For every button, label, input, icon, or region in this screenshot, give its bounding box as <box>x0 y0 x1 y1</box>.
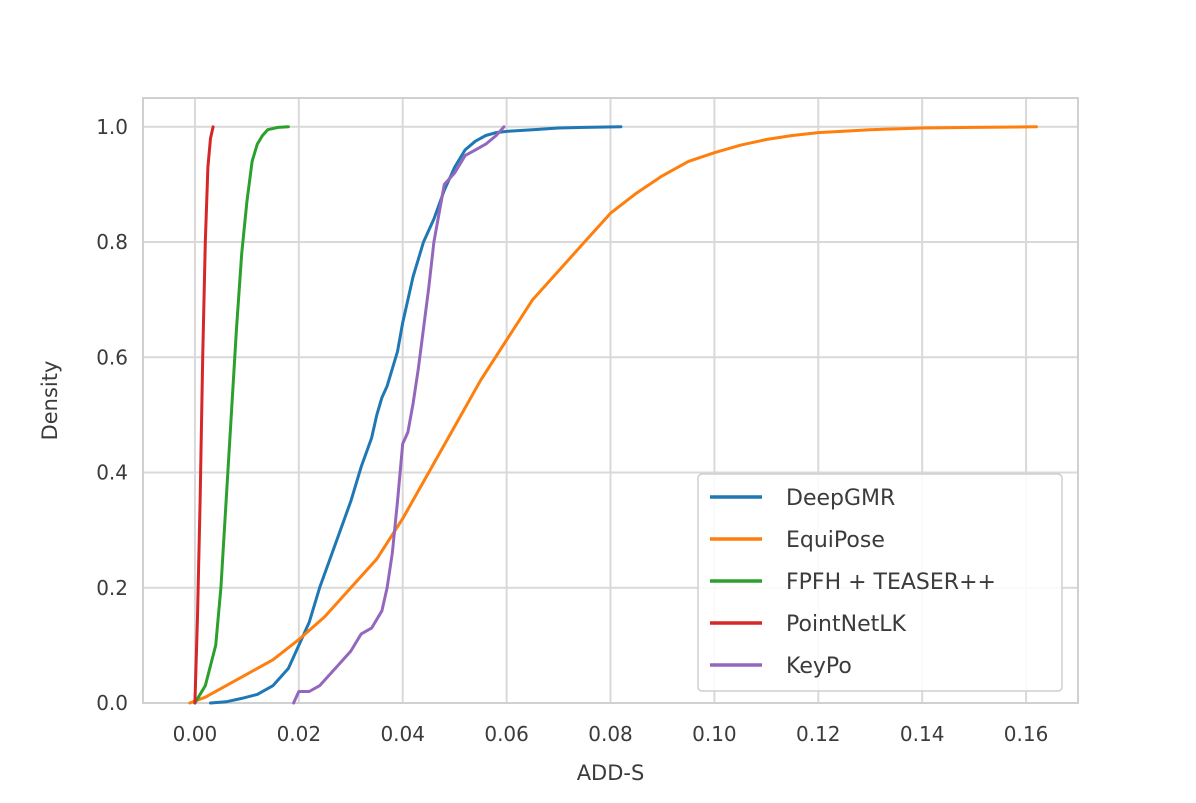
x-tick-label: 0.14 <box>900 722 945 746</box>
x-axis-label: ADD-S <box>577 761 645 785</box>
series-line-deepgmr <box>209 125 623 705</box>
y-tick-label: 0.6 <box>96 345 128 369</box>
y-axis-label: Density <box>38 361 62 441</box>
legend-label-keypo: KeyPo <box>786 654 852 679</box>
x-tick-label: 0.12 <box>796 722 841 746</box>
y-tick-labels: 0.0 0.2 0.4 0.6 0.8 1.0 <box>96 115 128 715</box>
grid <box>143 98 1078 704</box>
x-tick-label: 0.16 <box>1004 722 1049 746</box>
series-line-fpfh-teaser <box>193 125 290 705</box>
legend-label-fpfh-teaser: FPFH + TEASER++ <box>786 570 996 595</box>
x-tick-label: 0.06 <box>484 722 529 746</box>
x-tick-label: 0.02 <box>277 722 322 746</box>
legend-label-equipose: EquiPose <box>786 528 885 553</box>
legend-label-pointnetlk: PointNetLK <box>786 612 906 637</box>
legend-label-deepgmr: DeepGMR <box>786 486 895 511</box>
legend: DeepGMR EquiPose FPFH + TEASER++ PointNetLK… <box>697 473 1063 692</box>
x-tick-label: 0.00 <box>173 722 218 746</box>
y-tick-label: 0.0 <box>96 691 128 715</box>
series-lines <box>188 125 1038 705</box>
legend-box <box>697 473 1063 692</box>
series-line-keypo <box>292 125 506 705</box>
x-tick-label: 0.10 <box>692 722 737 746</box>
x-tick-label: 0.04 <box>380 722 425 746</box>
series-line-pointnetlk <box>193 125 215 705</box>
x-tick-label: 0.08 <box>588 722 633 746</box>
plot-area-frame <box>142 97 1079 704</box>
x-tick-labels: 0.00 0.02 0.04 0.06 0.08 0.10 0.12 0.14 0.16 <box>173 722 1049 746</box>
y-tick-label: 1.0 <box>96 115 128 139</box>
series-line-equipose <box>188 125 1038 705</box>
y-tick-label: 0.2 <box>96 576 128 600</box>
y-tick-label: 0.8 <box>96 230 128 254</box>
y-tick-label: 0.4 <box>96 461 128 485</box>
